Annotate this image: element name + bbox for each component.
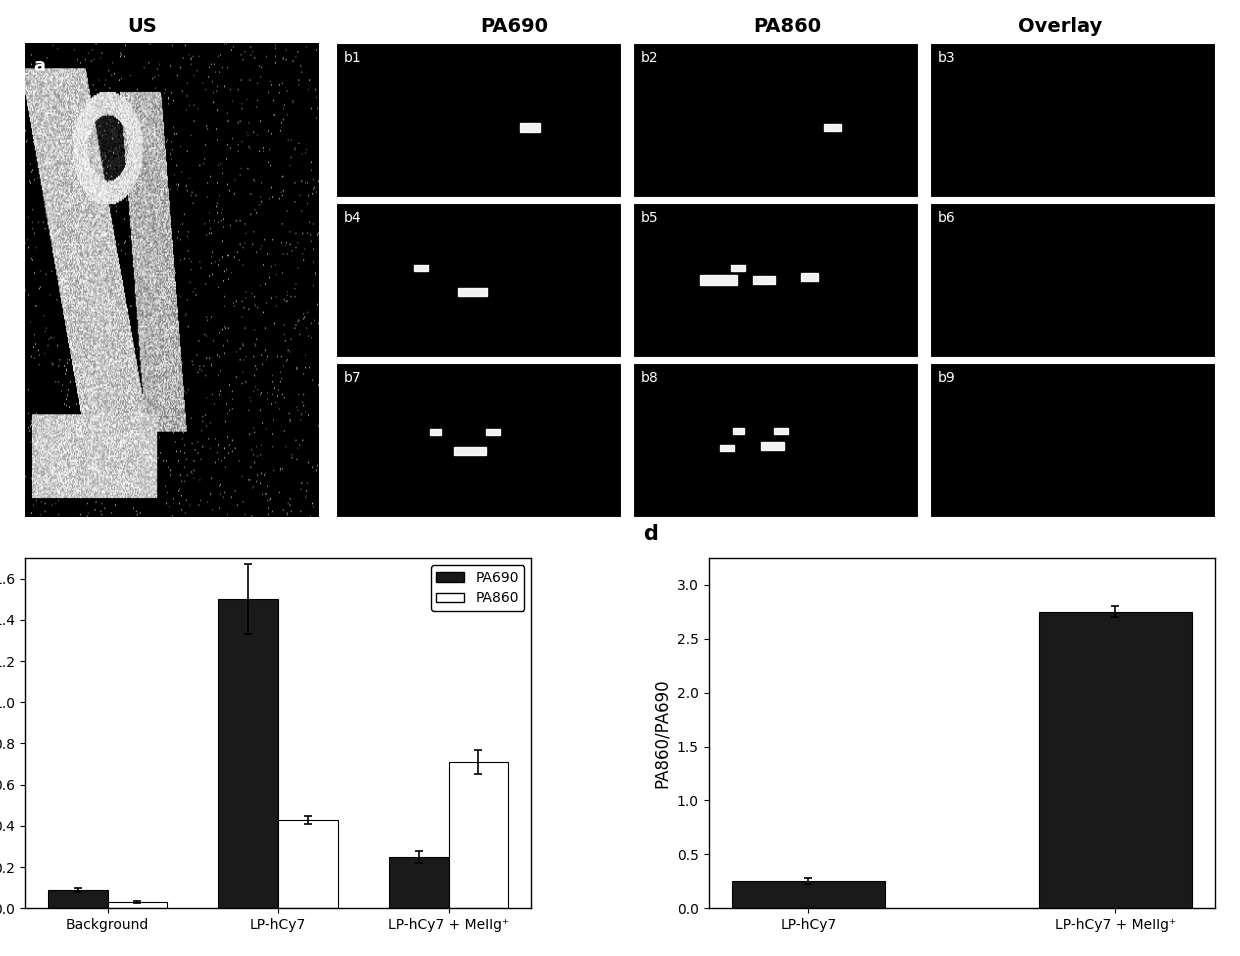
Polygon shape [520, 123, 539, 132]
Text: b7: b7 [345, 371, 362, 384]
Text: b4: b4 [345, 210, 362, 225]
Polygon shape [454, 446, 486, 454]
Polygon shape [774, 427, 789, 434]
Polygon shape [414, 265, 428, 271]
Polygon shape [719, 445, 734, 450]
Bar [48, 890, 108, 908]
Text: a: a [33, 57, 46, 76]
Bar [1039, 612, 1192, 908]
Text: d: d [642, 524, 657, 544]
Polygon shape [761, 443, 784, 450]
Polygon shape [753, 276, 775, 284]
Polygon shape [801, 273, 818, 281]
Polygon shape [430, 429, 441, 435]
Bar [732, 881, 885, 908]
Bar [108, 902, 167, 908]
Text: b8: b8 [641, 371, 658, 384]
Text: b1: b1 [345, 51, 362, 65]
Polygon shape [823, 123, 841, 132]
Text: Overlay: Overlay [1018, 17, 1102, 36]
Bar [278, 819, 337, 908]
Text: b6: b6 [939, 210, 956, 225]
Text: PA860: PA860 [754, 17, 821, 36]
Polygon shape [486, 429, 500, 435]
Text: b3: b3 [939, 51, 956, 65]
Polygon shape [732, 265, 745, 271]
Text: b5: b5 [641, 210, 658, 225]
Text: PA690: PA690 [481, 17, 548, 36]
Bar [449, 762, 508, 908]
Polygon shape [699, 275, 737, 285]
Y-axis label: PA860/PA690: PA860/PA690 [653, 679, 671, 788]
Legend: PA690, PA860: PA690, PA860 [432, 565, 525, 611]
Bar [389, 857, 449, 908]
Polygon shape [733, 427, 744, 434]
Text: b9: b9 [939, 371, 956, 384]
Text: US: US [128, 17, 157, 36]
Text: b2: b2 [641, 51, 658, 65]
Bar [218, 599, 278, 908]
Polygon shape [459, 289, 487, 296]
